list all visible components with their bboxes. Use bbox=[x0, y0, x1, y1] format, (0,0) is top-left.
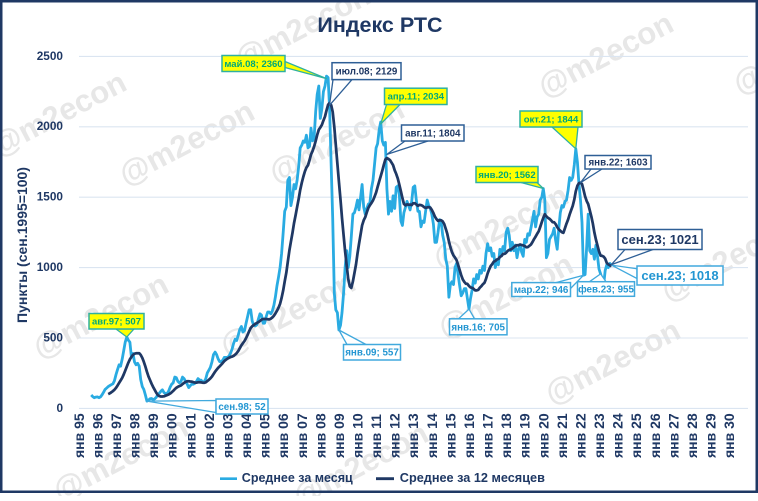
svg-text:янв 01: янв 01 bbox=[182, 413, 198, 458]
svg-text:янв.20; 1562: янв.20; 1562 bbox=[478, 170, 535, 181]
svg-text:янв.22; 1603: янв.22; 1603 bbox=[588, 158, 648, 169]
svg-text:янв 13: янв 13 bbox=[405, 413, 421, 458]
svg-text:1000: 1000 bbox=[37, 260, 64, 274]
svg-text:янв 27: янв 27 bbox=[665, 413, 681, 458]
svg-text:2500: 2500 bbox=[37, 49, 64, 63]
svg-text:янв 19: янв 19 bbox=[517, 413, 533, 458]
svg-text:янв 22: янв 22 bbox=[573, 413, 589, 458]
svg-text:авг.11; 1804: авг.11; 1804 bbox=[405, 129, 461, 140]
svg-text:1500: 1500 bbox=[37, 190, 64, 204]
svg-text:500: 500 bbox=[43, 330, 63, 344]
svg-text:янв.16; 705: янв.16; 705 bbox=[451, 322, 505, 333]
svg-text:янв 26: янв 26 bbox=[647, 413, 663, 458]
svg-text:янв 23: янв 23 bbox=[591, 413, 607, 458]
svg-text:мар.22; 946: мар.22; 946 bbox=[514, 285, 569, 296]
svg-text:июл.08; 2129: июл.08; 2129 bbox=[336, 67, 398, 78]
svg-text:Пункты (сен.1995=100): Пункты (сен.1995=100) bbox=[14, 167, 30, 323]
svg-text:янв 18: янв 18 bbox=[498, 413, 514, 458]
svg-text:янв 09: янв 09 bbox=[331, 413, 347, 458]
svg-text:янв 08: янв 08 bbox=[312, 413, 328, 458]
svg-text:Индекс РТС: Индекс РТС bbox=[317, 13, 442, 37]
svg-text:янв 05: янв 05 bbox=[257, 413, 273, 458]
svg-text:янв 07: янв 07 bbox=[294, 413, 310, 458]
svg-text:янв 95: янв 95 bbox=[71, 413, 87, 458]
svg-text:янв 15: янв 15 bbox=[442, 413, 458, 458]
svg-text:апр.11; 2034: апр.11; 2034 bbox=[388, 92, 445, 103]
svg-text:янв 00: янв 00 bbox=[164, 413, 180, 458]
svg-text:янв 25: янв 25 bbox=[628, 413, 644, 458]
svg-text:янв 14: янв 14 bbox=[424, 413, 440, 458]
svg-text:янв 97: янв 97 bbox=[108, 413, 124, 458]
svg-text:янв 99: янв 99 bbox=[145, 413, 161, 458]
svg-text:янв 29: янв 29 bbox=[703, 413, 719, 458]
svg-text:янв 21: янв 21 bbox=[554, 413, 570, 458]
svg-text:янв 04: янв 04 bbox=[238, 413, 254, 458]
svg-text:янв 98: янв 98 bbox=[127, 413, 143, 458]
svg-text:янв 03: янв 03 bbox=[219, 413, 235, 458]
svg-text:янв 12: янв 12 bbox=[387, 413, 403, 458]
svg-text:2000: 2000 bbox=[37, 119, 64, 133]
svg-text:янв 30: янв 30 bbox=[721, 413, 737, 458]
svg-text:фев.23; 955: фев.23; 955 bbox=[578, 285, 634, 296]
svg-text:сен.98; 52: сен.98; 52 bbox=[218, 402, 266, 413]
svg-text:Среднее за месяц: Среднее за месяц bbox=[242, 471, 353, 485]
svg-text:авг.97; 507: авг.97; 507 bbox=[92, 317, 141, 328]
svg-text:янв 02: янв 02 bbox=[201, 413, 217, 458]
svg-text:янв 06: янв 06 bbox=[275, 413, 291, 458]
svg-text:янв 11: янв 11 bbox=[368, 414, 384, 458]
svg-text:янв 20: янв 20 bbox=[535, 413, 551, 458]
svg-text:янв 10: янв 10 bbox=[350, 413, 366, 458]
svg-text:янв 17: янв 17 bbox=[480, 413, 496, 458]
svg-text:янв 24: янв 24 bbox=[610, 413, 626, 458]
svg-text:янв 96: янв 96 bbox=[89, 413, 105, 458]
svg-text:янв 28: янв 28 bbox=[684, 413, 700, 458]
svg-text:сен.23; 1018: сен.23; 1018 bbox=[641, 268, 718, 283]
svg-text:окт.21; 1844: окт.21; 1844 bbox=[524, 114, 579, 125]
svg-text:0: 0 bbox=[56, 401, 63, 415]
svg-text:сен.23; 1021: сен.23; 1021 bbox=[621, 232, 698, 247]
svg-text:янв.09; 557: янв.09; 557 bbox=[345, 348, 399, 359]
svg-text:май.08; 2360: май.08; 2360 bbox=[224, 59, 282, 70]
svg-text:янв 16: янв 16 bbox=[461, 413, 477, 458]
svg-text:Среднее за 12 месяцев: Среднее за 12 месяцев bbox=[400, 471, 545, 485]
